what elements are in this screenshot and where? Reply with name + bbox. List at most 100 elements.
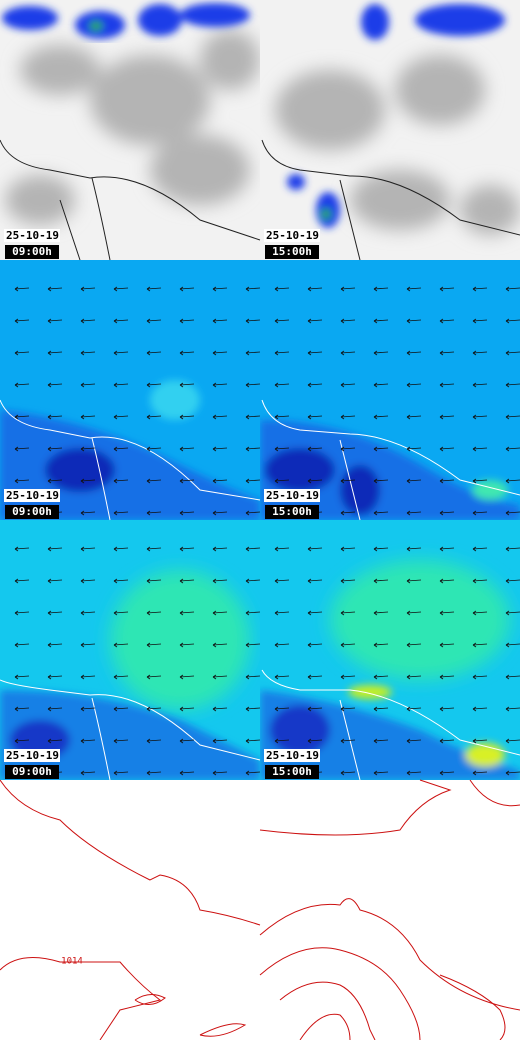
wind-arrow (80, 674, 96, 680)
wind-arrow (113, 546, 129, 552)
wind-arrow (505, 382, 520, 388)
wind-arrow (472, 382, 488, 388)
wind-arrow (340, 610, 356, 616)
wind-arrow (340, 350, 356, 356)
wind-arrow (472, 642, 488, 648)
wind-arrow (406, 510, 422, 516)
wind-arrow (146, 706, 162, 712)
date-label: 25-10-19 (6, 749, 59, 762)
wind-arrow (373, 578, 389, 584)
wind-arrow (274, 546, 290, 552)
wind-arrow (212, 318, 228, 324)
panel-label: 25-10-19 15:00h (264, 489, 320, 519)
wind-arrow (245, 414, 261, 420)
wind-arrow (406, 382, 422, 388)
panel-label: 25-10-19 15:00h (264, 229, 320, 259)
wind-arrow (113, 382, 129, 388)
time-bg (5, 765, 59, 779)
wind-arrow (373, 642, 389, 648)
wind-arrow (373, 478, 389, 484)
wind-arrow (212, 414, 228, 420)
wind-arrow (179, 642, 195, 648)
wind-arrow (274, 414, 290, 420)
wind-arrow (274, 478, 290, 484)
wind-arrow (179, 478, 195, 484)
wind-arrow (439, 478, 455, 484)
time-label: 15:00h (272, 765, 312, 778)
wind-arrow (245, 382, 261, 388)
wind-arrow (179, 738, 195, 744)
wind-arrow (179, 510, 195, 516)
wind-arrow (113, 578, 129, 584)
wind-arrow (14, 318, 30, 324)
wind-arrow (472, 546, 488, 552)
wind-arrow (340, 642, 356, 648)
wind-arrow (406, 706, 422, 712)
wind-arrow (439, 770, 455, 776)
humidity-panel (260, 520, 520, 780)
wind-arrow (307, 350, 323, 356)
wind-arrow (179, 770, 195, 776)
wind-arrow (113, 414, 129, 420)
wind-arrow (472, 286, 488, 292)
wind-arrow (80, 738, 96, 744)
wind-arrow (439, 318, 455, 324)
wind-arrow (212, 578, 228, 584)
wind-arrow (406, 770, 422, 776)
wind-arrow (47, 674, 63, 680)
wind-arrow (113, 738, 129, 744)
wind-arrow (307, 738, 323, 744)
cloud-panel (0, 0, 260, 260)
time-bg (265, 765, 319, 779)
wind-arrow (373, 350, 389, 356)
wind-arrow (307, 318, 323, 324)
wind-arrow (340, 578, 356, 584)
time-label: 09:00h (12, 245, 52, 258)
wind-arrow (245, 286, 261, 292)
time-label: 09:00h (12, 505, 52, 518)
wind-arrow (406, 446, 422, 452)
wind-arrow (245, 610, 261, 616)
wind-arrow (212, 642, 228, 648)
wind-arrow (307, 478, 323, 484)
wind-arrow (505, 674, 520, 680)
wind-arrow (406, 578, 422, 584)
wind-arrow (505, 446, 520, 452)
wind-arrow (274, 318, 290, 324)
wind-arrow (245, 478, 261, 484)
wind-arrow (340, 674, 356, 680)
cloud-panel (260, 0, 520, 260)
wind-arrow (47, 286, 63, 292)
wind-arrow (340, 446, 356, 452)
wind-arrow (14, 674, 30, 680)
contour-label: 1014 (61, 957, 83, 967)
wind-arrow (439, 546, 455, 552)
panel-label: 25-10-19 09:00h (4, 489, 60, 519)
wind-arrow (179, 286, 195, 292)
wind-arrow (80, 546, 96, 552)
wind-arrow (472, 510, 488, 516)
wind-arrow (113, 318, 129, 324)
wind-arrow (505, 546, 520, 552)
wind-arrow (340, 382, 356, 388)
wind-arrow (179, 446, 195, 452)
wind-arrow (113, 642, 129, 648)
wind-arrow (80, 318, 96, 324)
wind-arrow (113, 350, 129, 356)
wind-arrow (80, 478, 96, 484)
date-label: 25-10-19 (266, 489, 319, 502)
wind-arrow (340, 770, 356, 776)
wind-arrow (146, 510, 162, 516)
wind-arrow (179, 706, 195, 712)
wind-arrow (505, 318, 520, 324)
wind-arrow (505, 478, 520, 484)
wind-arrow (274, 642, 290, 648)
wind-arrow (406, 610, 422, 616)
time-bg (265, 505, 319, 519)
wind-arrow (14, 478, 30, 484)
wind-arrow (212, 546, 228, 552)
wind-arrow (80, 578, 96, 584)
wind-arrow (47, 318, 63, 324)
wind-arrow (340, 546, 356, 552)
wind-arrow (146, 546, 162, 552)
